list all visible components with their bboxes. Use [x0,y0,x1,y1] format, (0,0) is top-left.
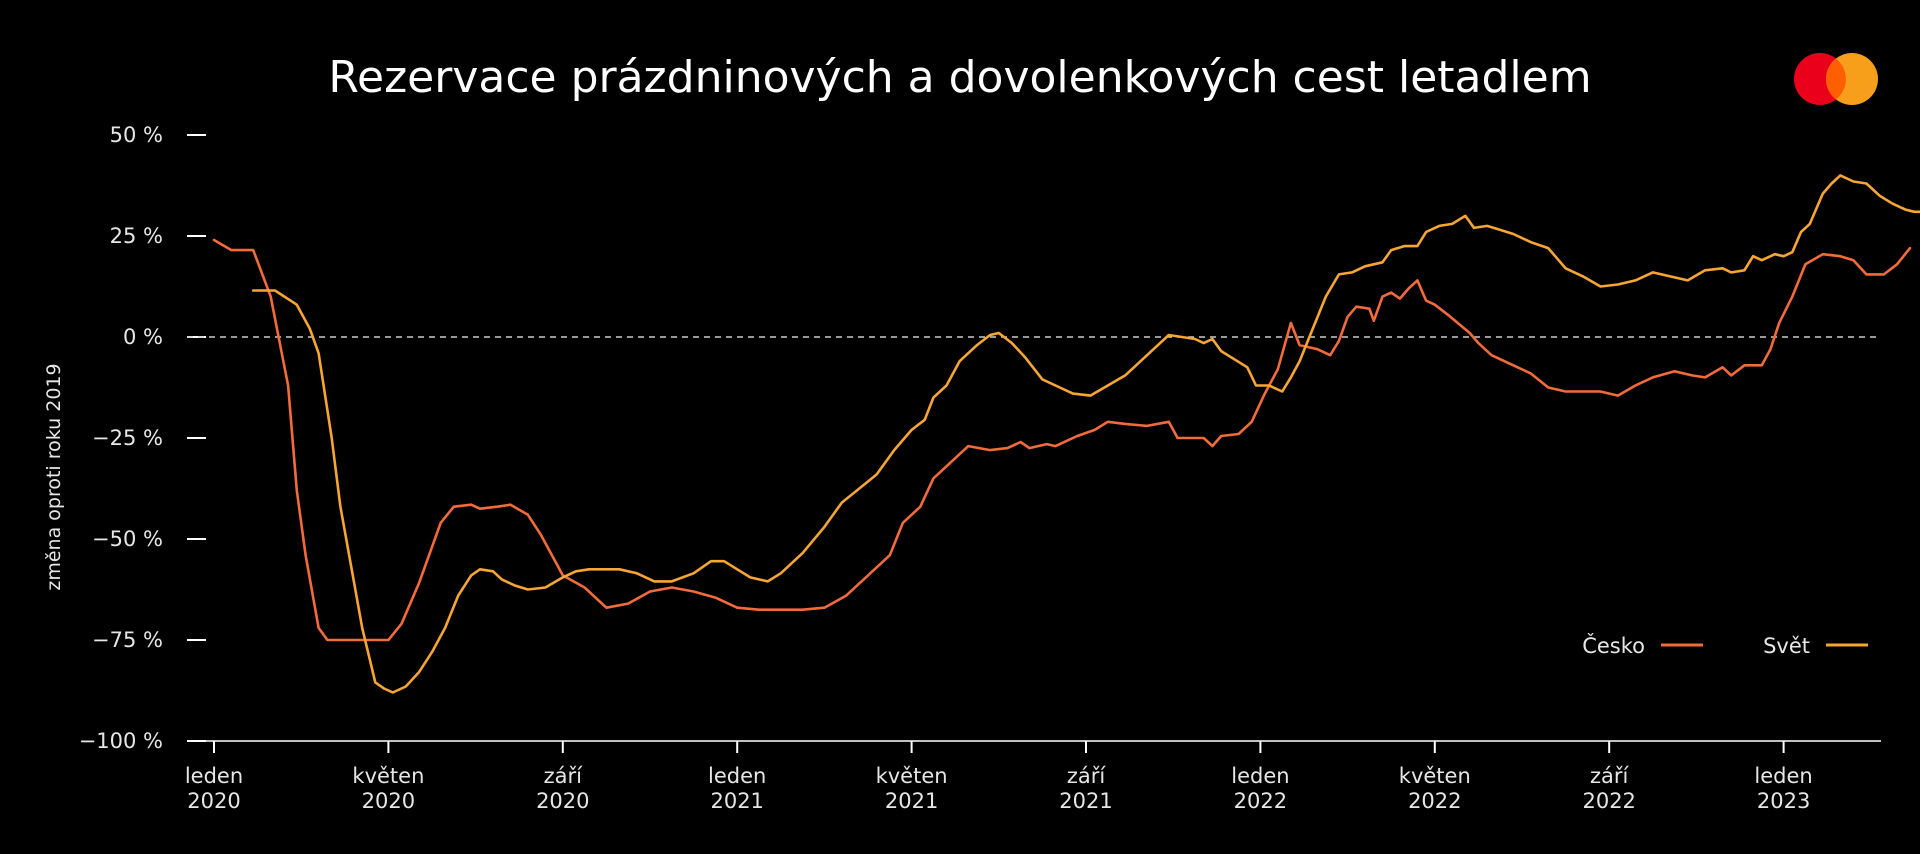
x-tick-label: 2023 [1757,789,1810,813]
y-axis-label: změna oproti roku 2019 [43,363,65,590]
y-axis: 50 % 25 % 0 % −25 % −50 % −75 % −100 % [79,123,206,753]
chart-title: Rezervace prázdninových a dovolenkových … [328,52,1591,103]
legend: Česko Svět [1582,633,1868,658]
legend-label-svet: Svět [1763,634,1810,658]
x-tick-label: květen [352,764,424,788]
x-tick-label: září [544,764,584,788]
x-tick-label: 2022 [1582,789,1635,813]
y-tick-label: 0 % [123,325,163,349]
series-line-svet [251,174,1920,694]
x-tick-label: 2021 [885,789,938,813]
y-tick-label: 50 % [110,123,163,147]
series-line-cesko [212,238,1912,642]
x-tick-label: leden [185,764,243,788]
x-tick-label: květen [876,764,948,788]
mastercard-logo-icon [1794,53,1878,105]
logo-overlap [1826,58,1846,100]
x-tick-label: leden [708,764,766,788]
x-tick-label: leden [1754,764,1812,788]
y-tick-label: −25 % [92,426,163,450]
x-tick-label: září [1590,764,1630,788]
x-tick-label: 2020 [187,789,240,813]
x-tick-label: 2020 [362,789,415,813]
y-tick-label: −100 % [79,729,163,753]
series-lines [212,174,1920,694]
legend-label-cesko: Česko [1582,633,1645,658]
x-tick-label: 2021 [1059,789,1112,813]
y-tick-label: 25 % [110,224,163,248]
y-tick-label: −50 % [92,527,163,551]
x-tick-label: 2021 [710,789,763,813]
y-tick-label: −75 % [92,628,163,652]
x-tick-label: září [1067,764,1107,788]
x-axis: leden2020květen2020září2020leden2021květ… [185,740,1881,813]
x-tick-label: leden [1231,764,1289,788]
x-tick-label: 2020 [536,789,589,813]
x-tick-label: 2022 [1234,789,1287,813]
x-tick-label: květen [1399,764,1471,788]
x-tick-label: 2022 [1408,789,1461,813]
